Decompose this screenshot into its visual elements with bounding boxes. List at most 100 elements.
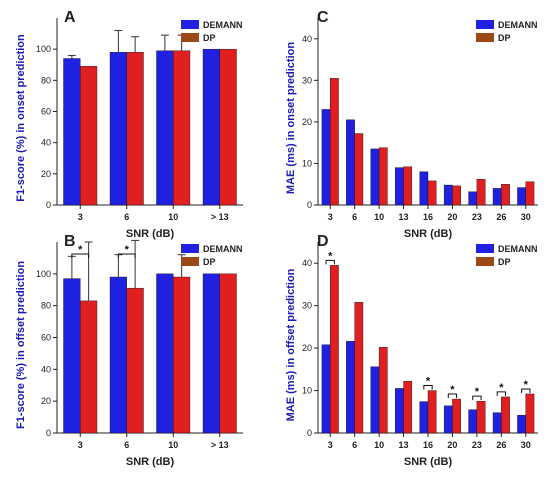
- x-tick-label: 10: [168, 440, 178, 450]
- y-tick-label: 80: [41, 301, 51, 311]
- x-axis-label: SNR (dB): [126, 228, 175, 240]
- x-tick-label: 16: [423, 212, 433, 222]
- bar-demann: [370, 366, 380, 434]
- y-tick-label: 80: [41, 75, 51, 85]
- significance-bracket: [447, 393, 458, 399]
- panel-letter: A: [64, 9, 76, 26]
- bar-dp: [525, 181, 535, 206]
- y-tick-label: 60: [41, 107, 51, 117]
- bar-dp: [126, 52, 144, 206]
- x-tick-label: 13: [399, 440, 409, 450]
- y-tick-label: 60: [41, 333, 51, 343]
- bar-dp: [173, 276, 191, 434]
- x-tick-label: > 13: [211, 212, 229, 222]
- bar-demann: [419, 171, 429, 206]
- significance-bracket: [117, 253, 136, 258]
- panel-letter: C: [317, 9, 329, 26]
- bar-demann: [395, 167, 404, 206]
- bar-dp: [427, 180, 437, 206]
- bar-dp: [501, 184, 510, 206]
- y-tick-label: 40: [302, 258, 312, 268]
- bar-demann: [468, 409, 478, 434]
- bar-demann: [321, 344, 331, 434]
- bar-dp: [354, 302, 364, 434]
- legend-swatch-demann: [181, 20, 199, 29]
- bar-dp: [126, 287, 144, 434]
- y-tick-label: 40: [41, 138, 51, 148]
- legend-swatch-dp: [476, 33, 494, 42]
- x-tick-label: 16: [423, 440, 433, 450]
- y-tick-label: 20: [41, 396, 51, 406]
- legend-swatch-dp: [181, 257, 199, 266]
- x-tick-label: 30: [521, 212, 531, 222]
- bar-demann: [63, 58, 81, 206]
- y-tick-label: 10: [302, 158, 312, 168]
- bar-dp: [403, 166, 413, 206]
- x-tick-label: 23: [472, 212, 482, 222]
- panel-b: B 0 20 40 60 80 100 3 6 10 > 13 * * DEMANN DP SNR (dB) F…: [15, 233, 243, 468]
- bar-demann: [63, 278, 81, 434]
- x-axis-label: SNR (dB): [404, 456, 453, 468]
- x-tick-label: 10: [374, 212, 384, 222]
- bar-dp: [378, 147, 388, 206]
- legend-swatch-demann: [476, 244, 494, 253]
- bar-demann: [156, 273, 174, 434]
- x-tick-label: 6: [352, 440, 357, 450]
- legend-swatch-demann: [181, 244, 199, 253]
- bar-dp: [525, 393, 535, 434]
- panel-c: C 0 10 20 30 40 3 6 10 13 16 20 23 26 30 DEMANN DP SNR (d…: [285, 9, 538, 240]
- bar-dp: [330, 265, 339, 434]
- legend-swatch-demann: [476, 20, 494, 29]
- y-axis-label: F1-score (%) in onset prediction: [15, 34, 27, 202]
- bar-demann: [346, 341, 355, 434]
- bar-demann: [346, 119, 355, 206]
- y-tick-label: 0: [46, 200, 51, 210]
- y-tick-label: 10: [302, 386, 312, 396]
- panel-a: A 0 20 40 60 80 100 3 6 10 > 13 DEMANN DP SNR (dB) F1-…: [15, 9, 243, 240]
- legend-label-demann: DEMANN: [498, 20, 538, 30]
- legend-swatch-dp: [181, 33, 199, 42]
- y-axis-label: MAE (ms) in onset prediction: [285, 42, 297, 194]
- significance-bracket: [71, 253, 90, 258]
- bar-dp: [427, 390, 437, 434]
- bar-demann: [109, 276, 127, 434]
- bar-demann: [443, 184, 453, 206]
- legend-label-dp: DP: [498, 33, 511, 43]
- y-tick-label: 20: [302, 117, 312, 127]
- legend-label-dp: DP: [203, 257, 216, 267]
- bar-dp: [330, 78, 339, 206]
- x-tick-label: 13: [399, 212, 409, 222]
- y-tick-label: 100: [36, 269, 51, 279]
- bar-dp: [173, 50, 191, 206]
- y-tick-label: 40: [302, 34, 312, 44]
- y-tick-label: 0: [46, 428, 51, 438]
- legend-swatch-dp: [476, 257, 494, 266]
- significance-bracket: [423, 385, 433, 390]
- y-tick-label: 100: [36, 44, 51, 54]
- bar-demann: [156, 50, 174, 206]
- bar-demann: [492, 412, 502, 434]
- bar-demann: [321, 109, 331, 206]
- x-tick-label: 20: [447, 212, 457, 222]
- x-tick-label: 10: [168, 212, 178, 222]
- bar-demann: [517, 414, 526, 434]
- x-tick-label: 3: [78, 440, 83, 450]
- panel-letter: D: [317, 233, 329, 250]
- bar-dp: [452, 398, 461, 434]
- legend-label-dp: DP: [498, 257, 511, 267]
- bar-dp: [219, 273, 237, 434]
- legend-label-demann: DEMANN: [203, 244, 243, 254]
- panel-letter: B: [64, 233, 76, 250]
- bar-dp: [501, 396, 510, 434]
- x-tick-label: 26: [496, 440, 506, 450]
- bar-dp: [476, 400, 486, 434]
- bar-dp: [354, 133, 364, 206]
- y-tick-label: 20: [41, 169, 51, 179]
- bar-dp: [403, 381, 413, 434]
- y-tick-label: 30: [302, 75, 312, 85]
- x-tick-label: 3: [328, 440, 333, 450]
- y-axis-label: MAE (ms) in offset prediction: [285, 268, 297, 421]
- significance-star: *: [475, 386, 480, 398]
- bar-demann: [419, 401, 429, 434]
